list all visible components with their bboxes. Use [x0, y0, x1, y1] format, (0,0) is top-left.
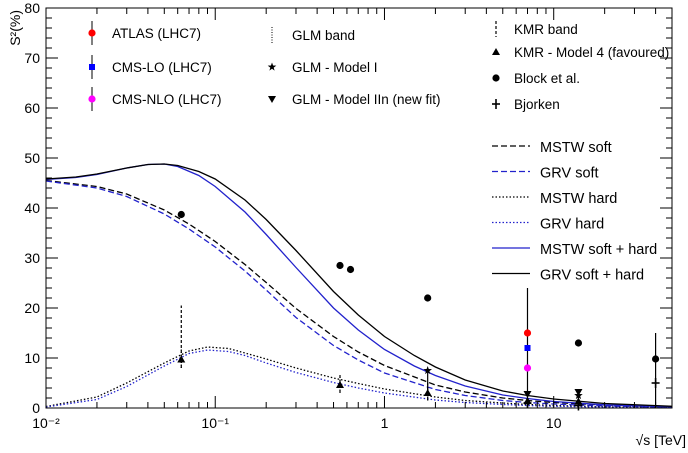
x-axis-label: √s [TeV]	[636, 432, 686, 448]
legend-grv-hard: GRV hard	[492, 217, 604, 233]
legend-kmr-band: KMR band	[495, 21, 578, 37]
markers	[177, 210, 660, 411]
legend-mstw-hard: MSTW hard	[492, 191, 617, 207]
cms-nlo-lhc7-point-0	[523, 364, 532, 372]
kmr-model-4-favoured-point-0	[177, 355, 186, 363]
legend-grv-soft-hard: GRV soft + hard	[492, 268, 644, 284]
legend-glm-model-iin-new-fit: GLM - Model IIn (new fit)	[268, 92, 441, 107]
y-tick-label-1: 10	[24, 350, 40, 366]
legend-bjorken: Bjorken	[492, 97, 560, 112]
x-tick-label-3: 10	[546, 415, 562, 431]
block-et-al-point-2	[346, 265, 355, 274]
legend-mstw-soft: MSTW soft	[492, 140, 612, 156]
curve-grv-hard	[46, 349, 672, 408]
legend-glm-band-label: GLM band	[292, 28, 355, 43]
y-tick-label-0: 0	[32, 400, 40, 416]
legend-mstw-soft-label: MSTW soft	[540, 140, 612, 156]
legend-cms-lo-lhc7-swatch	[89, 64, 95, 70]
legend-cms-nlo-lhc7: CMS-NLO (LHC7)	[88, 87, 222, 111]
legend-glm-model-iin-new-fit-swatch	[268, 96, 276, 103]
legend-bjorken-swatch	[492, 99, 500, 109]
block-et-al-point-4	[574, 339, 583, 347]
legend-grv-soft-label: GRV soft	[540, 166, 599, 182]
block-et-al-point-3	[424, 294, 432, 302]
legend-cms-nlo-lhc7-label: CMS-NLO (LHC7)	[112, 92, 222, 107]
y-tick-label-6: 60	[24, 100, 40, 116]
y-tick-label-5: 50	[24, 150, 40, 166]
block-et-al-point-1	[336, 261, 344, 270]
legend-glm-model-iin-new-fit-label: GLM - Model IIn (new fit)	[292, 92, 441, 107]
legend-grv-soft: GRV soft	[492, 166, 599, 182]
legend-kmr-model-4-favoured-swatch	[492, 48, 500, 55]
legend-mstw-soft-hard: MSTW soft + hard	[492, 242, 657, 258]
legend-cms-lo-lhc7: CMS-LO (LHC7)	[89, 55, 212, 79]
legend-bjorken-label: Bjorken	[514, 97, 560, 112]
y-axis-label: S²(%)	[7, 10, 23, 46]
y-tick-label-3: 30	[24, 250, 40, 266]
legend-glm-model-i-swatch	[267, 62, 277, 71]
legend-atlas-lhc7: ATLAS (LHC7)	[88, 21, 201, 45]
cms-lo-lhc7-point-0	[524, 345, 531, 351]
legend-curves: MSTW soft GRV soft MSTW hard GRV hard MSTW s…	[492, 140, 657, 284]
y-tick-label-2: 20	[24, 300, 40, 316]
legend-kmr-model-4-favoured: KMR - Model 4 (favoured)	[492, 45, 669, 60]
x-tick-label-2: 1	[381, 415, 389, 431]
kmr-model-4-favoured-point-1	[335, 381, 344, 388]
block-et-al-point-0	[177, 210, 185, 219]
glm-model-iin-new-fit-point-1	[574, 389, 583, 396]
curve-grv-soft	[46, 180, 672, 408]
legend-glm-band: GLM band	[271, 27, 355, 43]
legend-glm-model-i: GLM - Model I	[267, 60, 378, 75]
y-tick-label-4: 40	[24, 200, 40, 216]
curve-mstw-soft	[46, 179, 672, 408]
plot-area	[46, 163, 672, 411]
legend-glm-model-i-label: GLM - Model I	[292, 60, 378, 75]
legend-mstw-soft-hard-label: MSTW soft + hard	[540, 242, 657, 258]
x-tick-label-0: 10⁻²	[32, 415, 60, 431]
legend-atlas-lhc7-label: ATLAS (LHC7)	[112, 26, 201, 41]
curve-grv-soft-hard	[46, 163, 672, 407]
legend-kmr-model-4-favoured-label: KMR - Model 4 (favoured)	[514, 45, 669, 60]
legend-block-et-al-label: Block et al.	[514, 71, 580, 86]
legend-cms-nlo-lhc7-swatch	[88, 95, 96, 103]
legend-block-et-al-swatch	[492, 74, 500, 82]
legend-kmr-band-label: KMR band	[514, 22, 578, 37]
glm-model-iin-new-fit-point-0	[523, 391, 532, 398]
legend-atlas-lhc7-swatch	[88, 29, 96, 37]
y-tick-label-7: 70	[24, 50, 40, 66]
x-tick-label-1: 10⁻¹	[201, 415, 229, 431]
legend-mstw-hard-label: MSTW hard	[540, 191, 617, 207]
glm-model-i-point-0	[423, 366, 432, 375]
curve-mstw-hard	[46, 346, 672, 408]
kmr-model-4-favoured-point-2	[423, 389, 432, 396]
block-et-al-point-5	[651, 355, 660, 363]
atlas-lhc7-point-0	[523, 329, 532, 337]
y-tick-label-8: 80	[24, 0, 40, 16]
axes: 10⁻² 10⁻¹ 1 10 0 10 20 30 40 50 60 70 80	[24, 0, 673, 431]
legend-grv-hard-label: GRV hard	[540, 217, 604, 233]
legend-markers: ATLAS (LHC7) CMS-LO (LHC7) CMS-NLO (LHC7) G…	[88, 21, 669, 112]
legend-grv-soft-hard-label: GRV soft + hard	[540, 268, 644, 284]
legend-cms-lo-lhc7-label: CMS-LO (LHC7)	[112, 60, 212, 75]
bjorken-point-2	[651, 378, 660, 388]
bjorken-point-1	[574, 400, 583, 411]
legend-block-et-al: Block et al.	[492, 71, 580, 86]
